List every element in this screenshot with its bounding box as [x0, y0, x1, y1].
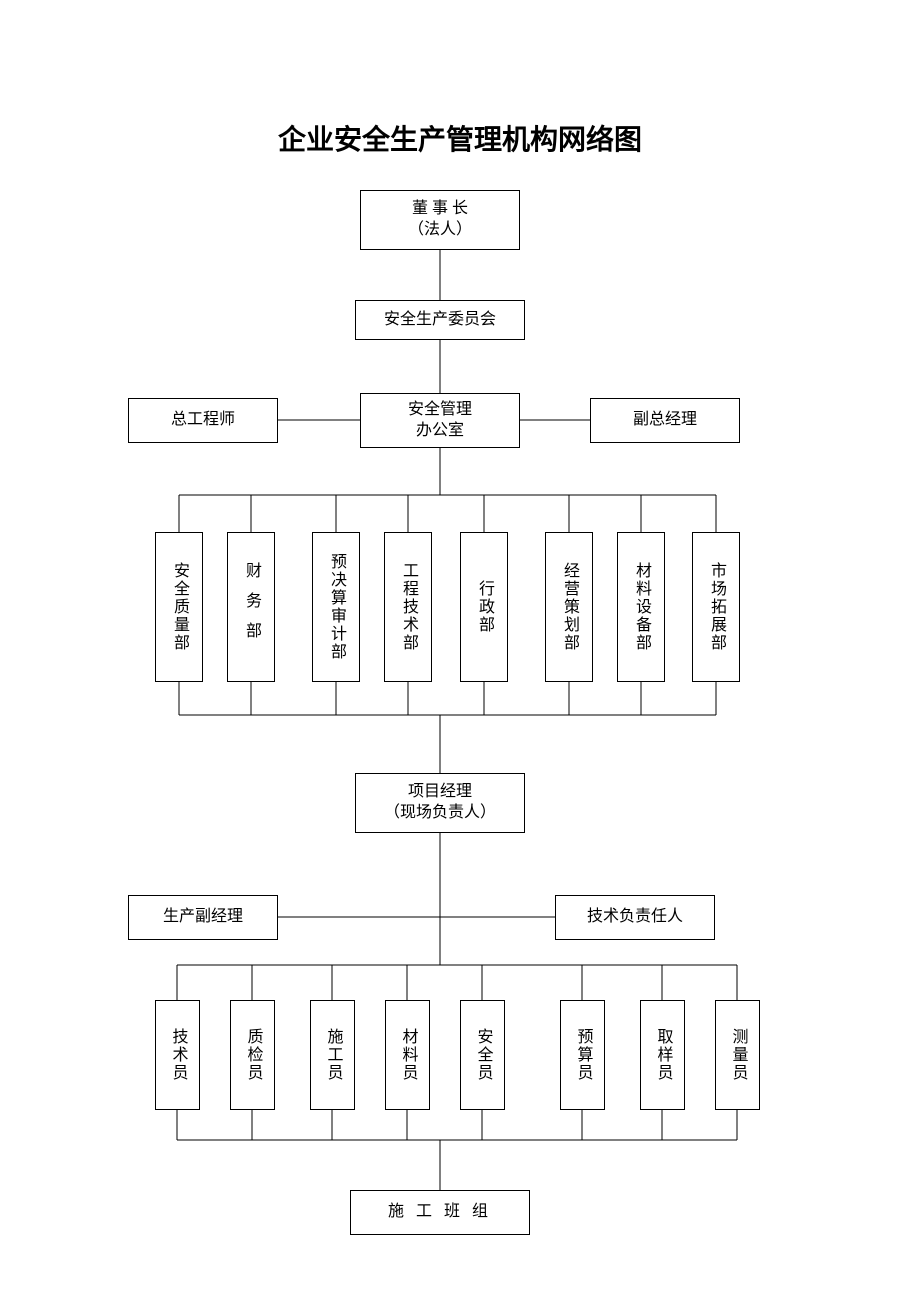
staff-box: 安全员	[460, 1000, 505, 1110]
dept-box: 经营策划部	[545, 532, 593, 682]
pm-line1: 项目经理	[408, 782, 472, 803]
node-project-manager: 项目经理 （现场负责人）	[355, 773, 525, 833]
staff-box: 测量员	[715, 1000, 760, 1110]
dept-box: 预决算审计部	[312, 532, 360, 682]
staff-box: 取样员	[640, 1000, 685, 1110]
staff-box: 施工员	[310, 1000, 355, 1110]
office-line2: 办公室	[416, 421, 464, 442]
node-chairman: 董 事 长 （法人）	[360, 190, 520, 250]
dept-box: 行政部	[460, 532, 508, 682]
node-committee: 安全生产委员会	[355, 300, 525, 340]
chairman-line1: 董 事 长	[412, 199, 468, 220]
chairman-line2: （法人）	[408, 220, 472, 241]
node-production-vm: 生产副经理	[128, 895, 278, 940]
dept-box: 安全质量部	[155, 532, 203, 682]
node-construction-team: 施 工 班 组	[350, 1190, 530, 1235]
staff-box: 技术员	[155, 1000, 200, 1110]
dept-box: 工程技术部	[384, 532, 432, 682]
node-safety-office: 安全管理 办公室	[360, 393, 520, 448]
dept-box: 市场拓展部	[692, 532, 740, 682]
org-chart-page: 企业安全生产管理机构网络图	[0, 0, 920, 1302]
node-chief-engineer: 总工程师	[128, 398, 278, 443]
node-tech-lead: 技术负责任人	[555, 895, 715, 940]
staff-box: 材料员	[385, 1000, 430, 1110]
page-title: 企业安全生产管理机构网络图	[0, 118, 920, 158]
staff-box: 预算员	[560, 1000, 605, 1110]
dept-box: 财务部	[227, 532, 275, 682]
node-vice-gm: 副总经理	[590, 398, 740, 443]
staff-box: 质检员	[230, 1000, 275, 1110]
pm-line2: （现场负责人）	[384, 803, 496, 824]
office-line1: 安全管理	[408, 400, 472, 421]
dept-box: 材料设备部	[617, 532, 665, 682]
